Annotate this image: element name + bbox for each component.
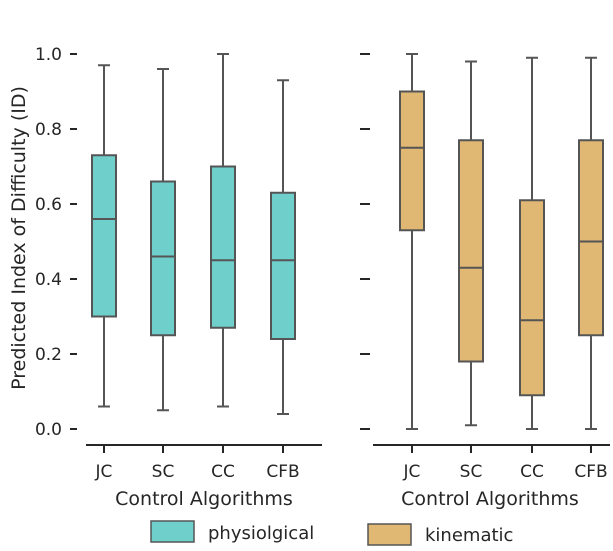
legend: physiolgical kinematic: [150, 520, 513, 546]
x-tick-label: CFB: [266, 462, 299, 482]
right-box-sc: [458, 60, 484, 427]
y-tick-label: 0.2: [35, 345, 62, 365]
y-tick-label: 0.0: [35, 420, 62, 440]
right-panel: JC SC CC CFB: [360, 53, 610, 482]
iqr-box: [399, 90, 425, 232]
x-tick-label: CC: [211, 462, 235, 482]
x-axis-label-left: Control Algorithms: [115, 488, 293, 510]
y-tick-label: 0.8: [35, 120, 62, 140]
y-tick-label: 1.0: [35, 45, 62, 65]
legend-label-physiological: physiolgical: [208, 523, 314, 544]
iqr-box: [270, 191, 296, 340]
y-axis-label: Predicted Index of Difficulty (ID): [8, 86, 30, 390]
iqr-box: [210, 165, 236, 329]
x-tick-label: CC: [520, 462, 544, 482]
x-tick-label: SC: [460, 462, 483, 482]
y-tick-label: 0.4: [35, 270, 62, 290]
iqr-box: [578, 139, 604, 337]
iqr-box: [519, 199, 545, 397]
iqr-box: [150, 180, 176, 337]
left-box-cc: [210, 53, 236, 408]
right-box-cc: [519, 56, 545, 430]
x-axis-label-right: Control Algorithms: [401, 488, 579, 510]
iqr-box: [91, 154, 117, 318]
left-panel: 0.0 0.2 0.4 0.6 0.8 1.0 JC SC CC CFB: [35, 45, 322, 482]
right-box-cfb: [578, 56, 604, 430]
x-tick-label: CFB: [574, 462, 607, 482]
y-tick-label: 0.6: [35, 195, 62, 215]
left-box-jc: [91, 64, 117, 408]
left-box-sc: [150, 68, 176, 412]
legend-swatch-physiological: [150, 520, 195, 543]
right-box-jc: [399, 53, 425, 430]
x-tick-label: JC: [403, 462, 421, 482]
x-tick-label: JC: [95, 462, 113, 482]
x-tick-label: SC: [152, 462, 175, 482]
legend-swatch-kinematic: [367, 523, 412, 546]
left-box-cfb: [270, 79, 296, 415]
legend-label-kinematic: kinematic: [425, 525, 513, 546]
iqr-box: [458, 139, 484, 363]
